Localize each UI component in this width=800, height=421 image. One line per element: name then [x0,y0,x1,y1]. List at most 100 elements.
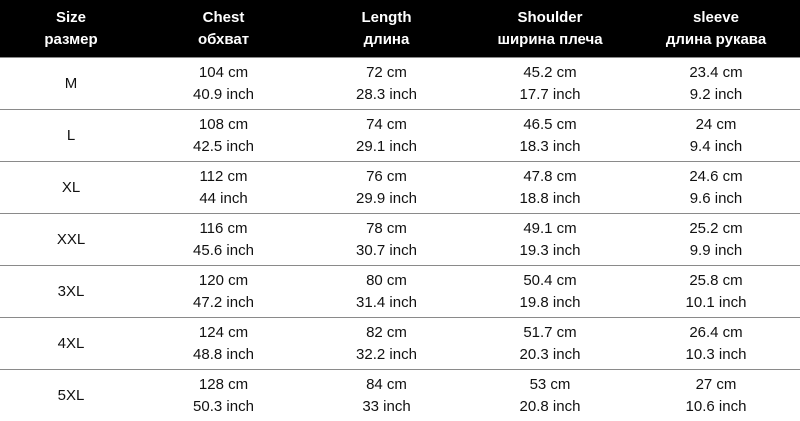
header-cell: Chest обхват [142,0,305,57]
header-text: обхват [197,30,250,48]
measure-text: 25.8 cm [689,271,743,289]
measure-cell: 120 cm 47.2 inch [142,265,305,317]
measure-text: 31.4 inch [356,293,417,311]
size-cell: M [0,57,142,109]
measure-text: 45.6 inch [193,241,254,259]
measure-cell: 25.2 cm 9.9 inch [632,213,800,265]
header-cell: Size размер [0,0,142,57]
size-label: L [66,126,76,144]
measure-text: 124 cm [198,323,249,341]
measure-text: 51.7 cm [523,323,577,341]
size-label: 3XL [57,282,85,300]
size-label: 4XL [57,334,85,352]
measure-text: 116 cm [199,219,248,237]
measure-text: 17.7 inch [519,85,581,103]
measure-text: 108 cm [198,115,249,133]
header-text: Shoulder [517,8,583,26]
header-text: Chest [202,8,245,26]
measure-text: 82 cm [366,323,407,341]
measure-cell: 47.8 cm 18.8 inch [468,161,632,213]
measure-cell: 84 cm 33 inch [305,369,468,421]
measure-text: 48.8 inch [193,345,254,363]
header-cell: Shoulder ширина плеча [468,0,632,57]
measure-text: 10.3 inch [685,345,747,363]
measure-cell: 24.6 cm 9.6 inch [632,161,800,213]
header-cell: Length длина [305,0,468,57]
measure-text: 42.5 inch [193,137,254,155]
measure-text: 47.8 cm [523,167,577,185]
measure-text: 9.4 inch [689,137,743,155]
measure-cell: 128 cm 50.3 inch [142,369,305,421]
measure-text: 84 cm [366,375,407,393]
measure-text: 50.3 inch [193,397,254,415]
measure-cell: 46.5 cm 18.3 inch [468,109,632,161]
measure-text: 9.6 inch [689,189,743,207]
measure-text: 112 cm [199,167,248,185]
size-label: XL [61,178,81,196]
measure-cell: 82 cm 32.2 inch [305,317,468,369]
measure-text: 27 cm [695,375,737,393]
measure-cell: 116 cm 45.6 inch [142,213,305,265]
measure-text: 24 cm [695,115,737,133]
measure-text: 128 cm [198,375,249,393]
measure-text: 33 inch [362,397,411,415]
measure-cell: 74 cm 29.1 inch [305,109,468,161]
header-text: ширина плеча [497,30,603,48]
measure-text: 50.4 cm [523,271,577,289]
measure-text: 49.1 cm [523,219,577,237]
measure-text: 53 cm [529,375,571,393]
measure-cell: 72 cm 28.3 inch [305,57,468,109]
size-cell: XL [0,161,142,213]
measure-text: 120 cm [198,271,249,289]
measure-text: 74 cm [366,115,407,133]
measure-text: 20.8 inch [519,397,581,415]
measure-text: 26.4 cm [689,323,743,341]
measure-cell: 108 cm 42.5 inch [142,109,305,161]
measure-cell: 80 cm 31.4 inch [305,265,468,317]
size-cell: XXL [0,213,142,265]
measure-text: 18.3 inch [519,137,581,155]
header-text: Size [55,8,86,26]
size-cell: 5XL [0,369,142,421]
measure-text: 44 inch [199,189,248,207]
measure-text: 29.9 inch [356,189,417,207]
measure-cell: 25.8 cm 10.1 inch [632,265,800,317]
measure-text: 24.6 cm [689,167,743,185]
measure-text: 25.2 cm [689,219,743,237]
measure-cell: 24 cm 9.4 inch [632,109,800,161]
measure-text: 28.3 inch [356,85,417,103]
measure-cell: 45.2 cm 17.7 inch [468,57,632,109]
header-text: размер [44,30,98,48]
measure-text: 76 cm [366,167,407,185]
measure-text: 9.9 inch [689,241,743,259]
measure-cell: 104 cm 40.9 inch [142,57,305,109]
measure-cell: 78 cm 30.7 inch [305,213,468,265]
header-text: длина [363,30,410,48]
measure-text: 78 cm [366,219,407,237]
size-label: 5XL [57,386,85,404]
measure-text: 23.4 cm [689,63,743,81]
measure-cell: 26.4 cm 10.3 inch [632,317,800,369]
measure-text: 72 cm [366,63,407,81]
measure-text: 46.5 cm [523,115,577,133]
measure-text: 45.2 cm [523,63,577,81]
measure-text: 29.1 inch [356,137,417,155]
measure-text: 19.8 inch [519,293,581,311]
size-cell: 3XL [0,265,142,317]
measure-cell: 23.4 cm 9.2 inch [632,57,800,109]
measure-cell: 49.1 cm 19.3 inch [468,213,632,265]
measure-text: 18.8 inch [519,189,581,207]
size-cell: 4XL [0,317,142,369]
measure-text: 32.2 inch [356,345,417,363]
header-text: длина рукава [665,30,767,48]
measure-text: 40.9 inch [193,85,254,103]
measure-text: 10.1 inch [685,293,747,311]
measure-cell: 51.7 cm 20.3 inch [468,317,632,369]
measure-cell: 124 cm 48.8 inch [142,317,305,369]
measure-cell: 76 cm 29.9 inch [305,161,468,213]
header-cell: sleeve длина рукава [632,0,800,57]
measure-cell: 27 cm 10.6 inch [632,369,800,421]
measure-text: 47.2 inch [193,293,254,311]
